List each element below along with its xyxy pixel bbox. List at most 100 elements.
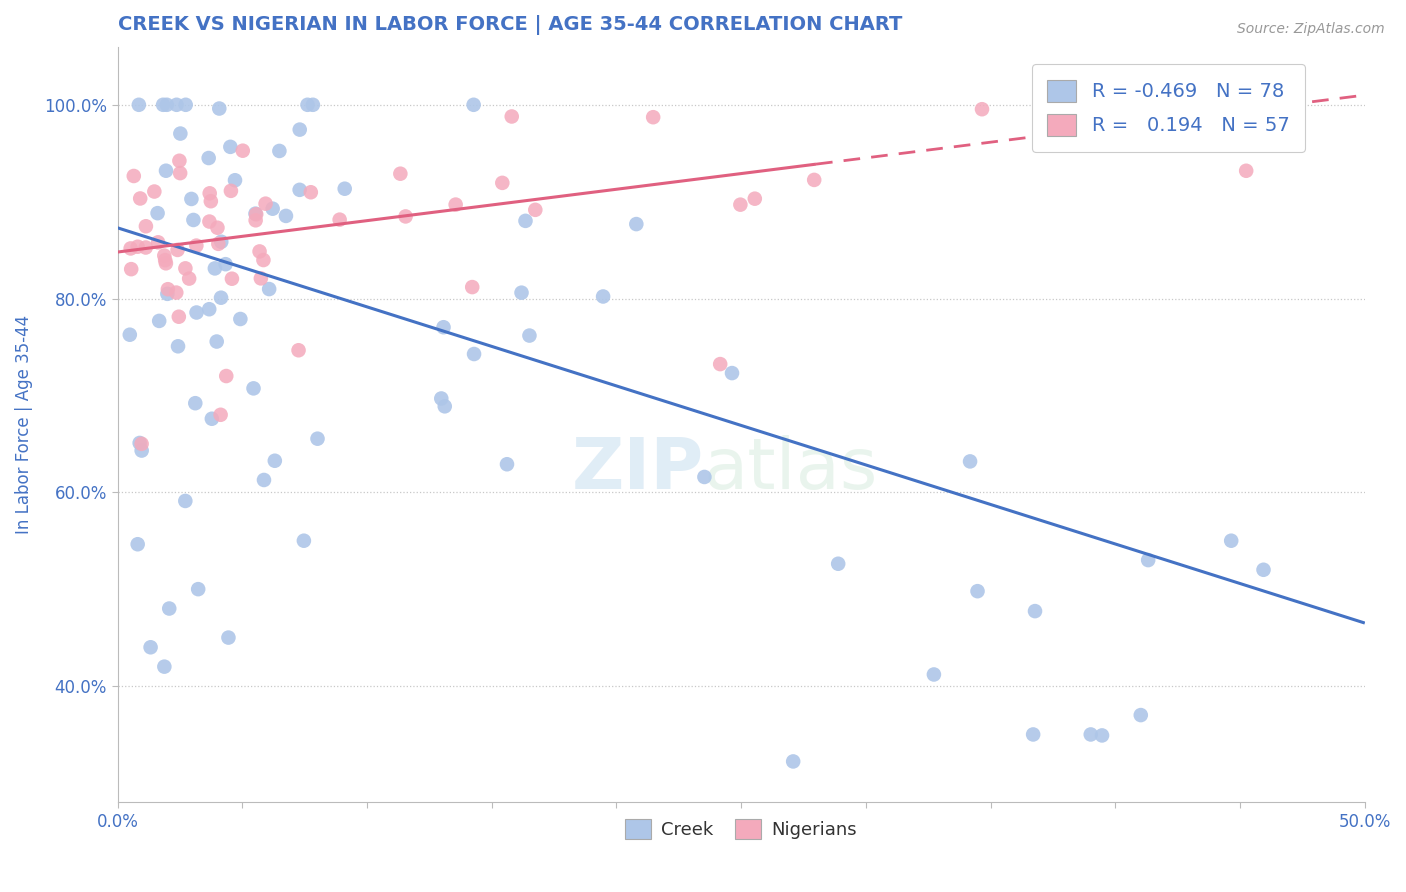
Point [444,197,467,211]
Point [120,242,142,256]
Point [198,214,221,228]
Point [242,381,264,395]
Point [128,436,150,450]
Point [592,289,614,303]
Point [515,214,537,228]
Point [122,169,145,183]
Point [153,659,176,673]
Point [143,185,166,199]
Point [519,328,541,343]
Point [299,186,322,200]
Point [120,262,142,277]
Point [148,314,170,328]
Point [922,667,945,681]
Point [827,557,849,571]
Point [253,473,276,487]
Point [165,285,187,300]
Point [432,320,454,334]
Point [152,97,174,112]
Point [198,302,221,317]
Point [307,432,329,446]
Point [269,144,291,158]
Point [463,347,485,361]
Point [252,253,274,268]
Point [207,236,229,251]
Point [463,97,485,112]
Point [127,240,149,254]
Point [201,411,224,425]
Point [153,253,176,268]
Point [205,334,228,349]
Point [197,151,219,165]
Point [204,261,226,276]
Point [1022,727,1045,741]
Point [131,437,153,451]
Point [135,240,157,254]
Point [174,97,197,112]
Point [510,285,533,300]
Point [970,102,993,116]
Point [959,454,981,468]
Point [626,217,648,231]
Point [186,238,208,252]
Point [1129,708,1152,723]
Point [169,127,191,141]
Point [209,291,232,305]
Point [146,206,169,220]
Point [180,192,202,206]
Point [501,110,523,124]
Point [693,470,716,484]
Point [288,122,311,136]
Point [219,140,242,154]
Point [262,202,284,216]
Point [966,584,988,599]
Point [491,176,513,190]
Point [174,261,197,276]
Point [156,286,179,301]
Point [287,343,309,358]
Point [329,212,352,227]
Point [214,257,236,271]
Point [394,210,416,224]
Point [153,249,176,263]
Point [1080,727,1102,741]
Point [118,327,141,342]
Point [174,494,197,508]
Point [208,102,231,116]
Point [274,209,297,223]
Point [333,182,356,196]
Point [643,110,665,124]
Point [129,192,152,206]
Point [127,537,149,551]
Point [782,755,804,769]
Point [186,305,208,319]
Point [1253,563,1275,577]
Point [245,207,267,221]
Point [1024,604,1046,618]
Point [263,454,285,468]
Point [155,256,177,270]
Point [389,167,412,181]
Point [229,312,252,326]
Point [709,357,731,371]
Point [184,396,207,410]
Point [1234,163,1257,178]
Point [128,97,150,112]
Text: atlas: atlas [704,435,879,504]
Point [524,202,547,217]
Point [249,244,271,259]
Point [183,213,205,227]
Point [221,271,243,285]
Point [1256,136,1278,150]
Point [288,183,311,197]
Text: Source: ZipAtlas.com: Source: ZipAtlas.com [1237,22,1385,37]
Point [224,173,246,187]
Point [496,457,519,471]
Point [292,533,315,548]
Point [217,631,239,645]
Point [166,243,188,257]
Point [433,400,456,414]
Point [219,184,242,198]
Point [209,235,232,249]
Point [135,219,157,234]
